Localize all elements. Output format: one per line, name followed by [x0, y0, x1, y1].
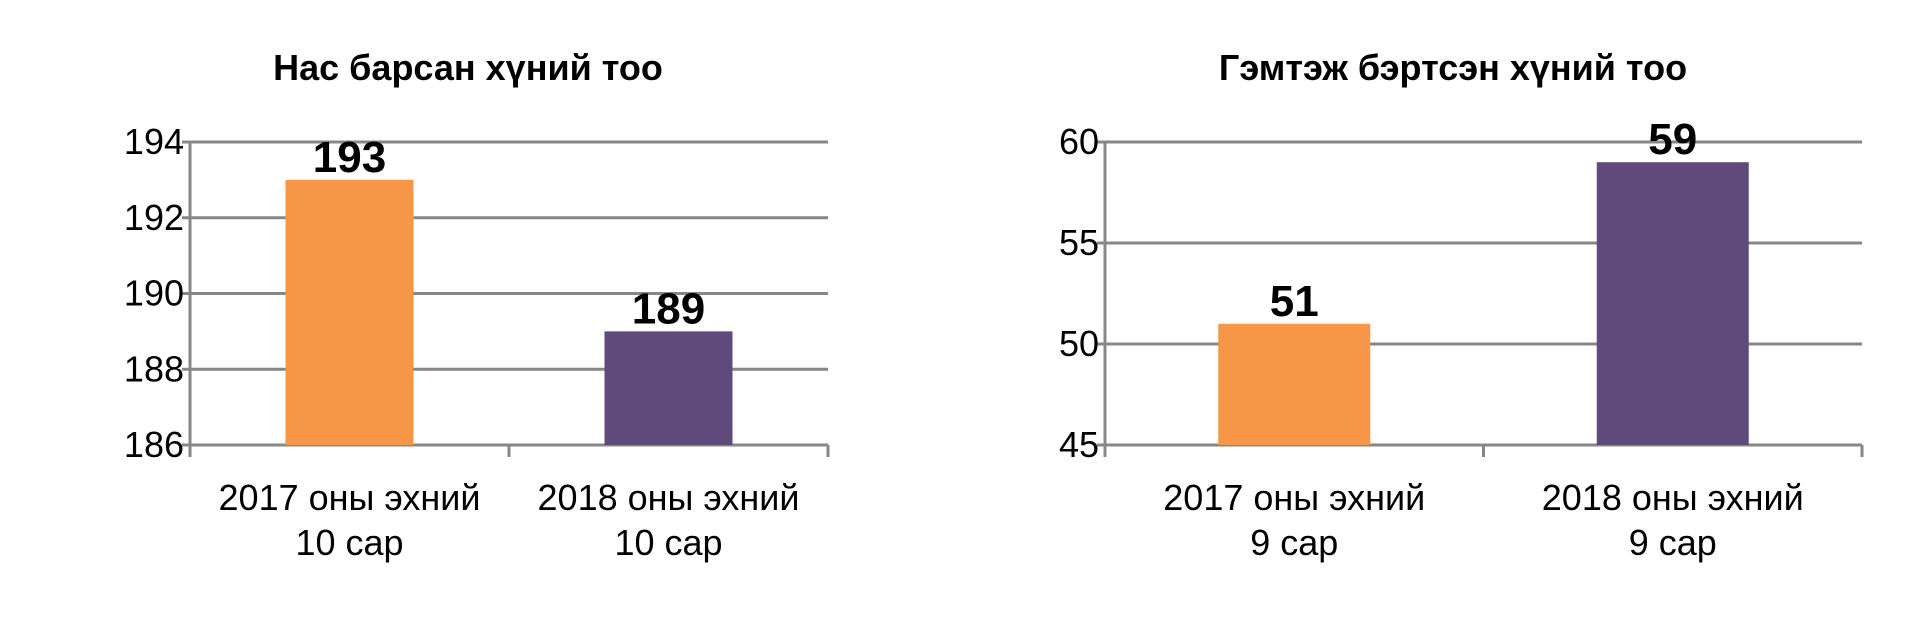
y-tick-label: 194: [124, 121, 184, 162]
y-tick-label: 186: [124, 424, 184, 465]
x-tick-label: 2018 оны эхний: [1542, 477, 1804, 518]
x-tick-label: 2017 оны эхний: [219, 477, 481, 518]
x-tick-label: 9 сар: [1629, 522, 1717, 563]
data-label: 193: [313, 133, 386, 182]
x-tick-label: 10 сар: [295, 522, 403, 563]
data-label: 51: [1270, 277, 1319, 326]
y-tick-label: 50: [1059, 323, 1099, 364]
x-tick-label: 2017 оны эхний: [1163, 477, 1425, 518]
y-tick-label: 188: [124, 348, 184, 389]
y-tick-label: 55: [1059, 222, 1099, 263]
chart-title: Гэмтэж бэртсэн хүний тоо: [1219, 47, 1687, 88]
y-tick-label: 192: [124, 197, 184, 238]
y-tick-label: 190: [124, 273, 184, 314]
bar: [1218, 323, 1371, 445]
bar: [285, 179, 414, 445]
data-label: 59: [1648, 115, 1697, 164]
data-label: 189: [632, 284, 705, 333]
x-tick-label: 2018 оны эхний: [538, 477, 800, 518]
bar: [604, 331, 733, 445]
bar: [1596, 162, 1749, 445]
x-tick-label: 9 сар: [1250, 522, 1338, 563]
y-tick-label: 60: [1059, 121, 1099, 162]
chart-title: Нас барсан хүний тоо: [273, 47, 663, 88]
y-tick-label: 45: [1059, 424, 1099, 465]
x-tick-label: 10 сар: [614, 522, 722, 563]
